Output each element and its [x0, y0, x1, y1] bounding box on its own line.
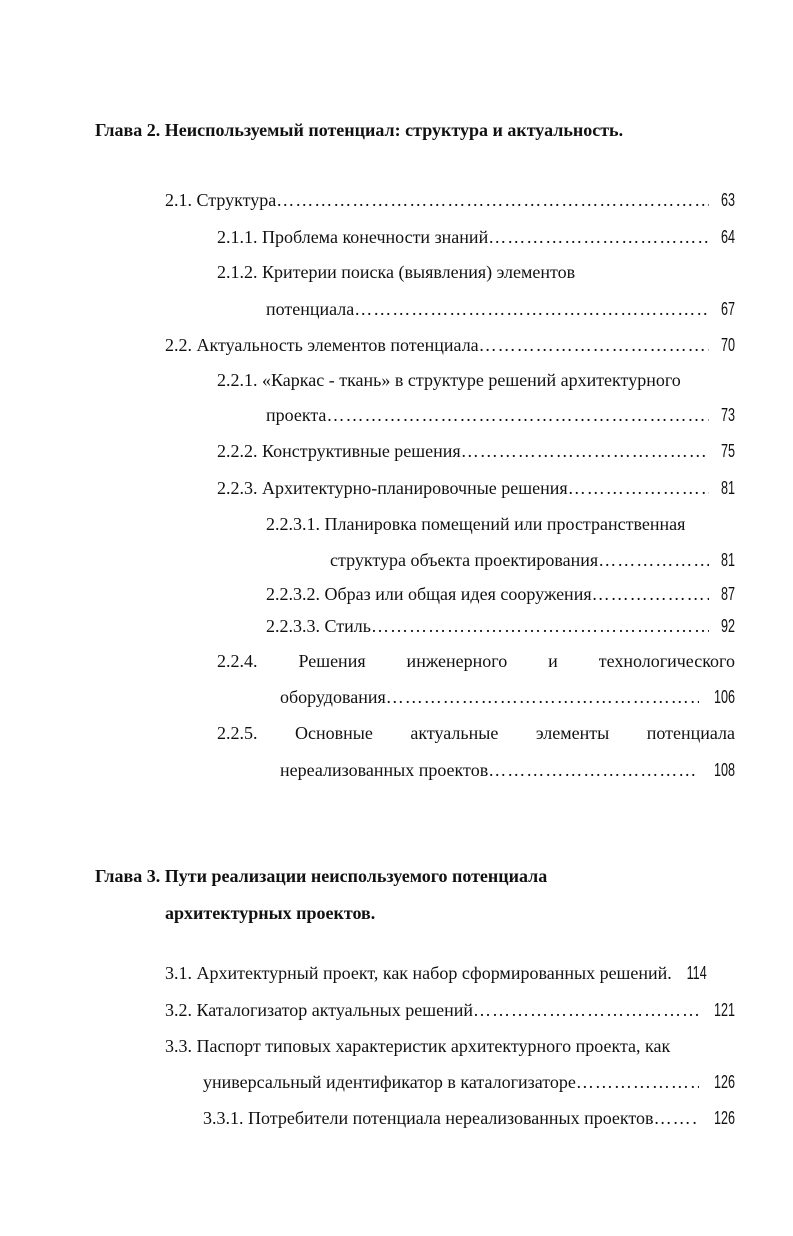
leader-dots	[598, 548, 709, 572]
toc-entry[interactable]: 2.2.3.2. Образ или общая идея сооружения…	[266, 582, 735, 606]
leader-dots	[479, 333, 709, 357]
toc-entry[interactable]: 2.2.5. Основные актуальные элементы поте…	[217, 723, 735, 743]
leader-dots	[576, 1070, 699, 1094]
toc-entry-cont[interactable]: структура объекта проектирования81	[330, 548, 735, 572]
chapter-3-title-cont: архитектурных проектов.	[165, 903, 376, 923]
leader-dots	[488, 225, 709, 249]
leader-dots	[568, 476, 709, 500]
toc-entry[interactable]: 3.3. Паспорт типовых характеристик архит…	[165, 1036, 671, 1056]
toc-entry[interactable]: 2.2.3.3. Стиль92	[266, 614, 735, 638]
toc-entry[interactable]: 2.1.2. Критерии поиска (выявления) элеме…	[217, 262, 576, 282]
leader-dots	[473, 998, 699, 1022]
chapter-2-title: Глава 2. Неиспользуемый потенциал: струк…	[95, 120, 624, 140]
toc-entry-cont[interactable]: универсальный идентификатор в каталогиза…	[203, 1070, 735, 1094]
leader-dots	[461, 439, 709, 463]
toc-entry-cont[interactable]: потенциала67	[266, 297, 735, 321]
toc-entry-cont[interactable]: нереализованных проектов108	[280, 758, 735, 782]
toc-entry[interactable]: 3.3.1. Потребители потенциала нереализов…	[203, 1106, 735, 1130]
toc-entry[interactable]: 2.2.3. Архитектурно-планировочные решени…	[217, 476, 735, 500]
leader-dots	[371, 614, 709, 638]
leader-dots	[326, 403, 709, 427]
leader-dots	[592, 582, 709, 606]
chapter-3-title: Глава 3. Пути реализации неиспользуемого…	[95, 866, 548, 886]
toc-entry[interactable]: 3.2. Каталогизатор актуальных решений121	[165, 998, 735, 1022]
toc-entry[interactable]: 2.2. Актуальность элементов потенциала70	[165, 333, 735, 357]
toc-entry-cont[interactable]: проекта73	[266, 403, 735, 427]
toc-entry[interactable]: 2.2.2. Конструктивные решения75	[217, 439, 735, 463]
toc-entry[interactable]: 2.1. Структура63	[165, 188, 735, 212]
leader-dots	[488, 758, 699, 782]
toc-entry[interactable]: 2.2.1. «Каркас - ткань» в структуре реше…	[217, 370, 681, 390]
toc-entry[interactable]: 2.2.4. Решения инженерного и технологиче…	[217, 651, 735, 671]
leader-dots	[654, 1106, 699, 1130]
toc-entry[interactable]: 3.1. Архитектурный проект, как набор сфо…	[165, 963, 707, 983]
toc-entry[interactable]: 2.2.3.1. Планировка помещений или простр…	[266, 514, 686, 534]
toc-entry-cont[interactable]: оборудования 106	[280, 685, 735, 709]
leader-dots	[386, 685, 699, 709]
leader-dots	[276, 188, 709, 212]
leader-dots	[354, 297, 709, 321]
toc-entry[interactable]: 2.1.1. Проблема конечности знаний64	[217, 225, 735, 249]
